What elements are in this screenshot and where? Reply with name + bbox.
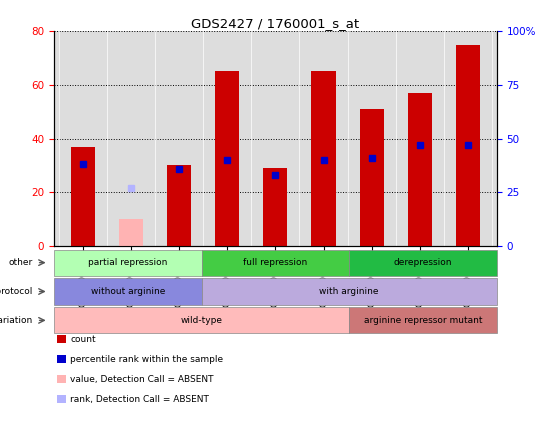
Text: growth protocol: growth protocol <box>0 287 32 296</box>
Bar <box>54 307 349 333</box>
Text: with arginine: with arginine <box>320 287 379 296</box>
Bar <box>57 375 66 383</box>
Text: wild-type: wild-type <box>180 316 222 325</box>
Bar <box>167 166 191 246</box>
Text: full repression: full repression <box>244 258 307 267</box>
Bar <box>71 147 95 246</box>
Bar <box>54 250 201 276</box>
Bar <box>57 355 66 363</box>
Text: value, Detection Call = ABSENT: value, Detection Call = ABSENT <box>70 375 214 384</box>
Text: rank, Detection Call = ABSENT: rank, Detection Call = ABSENT <box>70 395 209 404</box>
Bar <box>201 250 349 276</box>
Text: arginine repressor mutant: arginine repressor mutant <box>364 316 482 325</box>
Bar <box>201 278 497 305</box>
Bar <box>57 395 66 403</box>
Bar <box>408 93 432 246</box>
Text: count: count <box>70 335 96 344</box>
Title: GDS2427 / 1760001_s_at: GDS2427 / 1760001_s_at <box>191 17 360 30</box>
Text: derepression: derepression <box>394 258 453 267</box>
Text: percentile rank within the sample: percentile rank within the sample <box>70 355 224 364</box>
Text: without arginine: without arginine <box>91 287 165 296</box>
Bar <box>349 307 497 333</box>
Bar <box>264 168 287 246</box>
Bar <box>215 71 239 246</box>
Text: genotype/variation: genotype/variation <box>0 316 32 325</box>
Text: other: other <box>8 258 32 267</box>
Bar <box>57 335 66 343</box>
Bar <box>456 44 480 246</box>
Bar <box>119 219 143 246</box>
Text: partial repression: partial repression <box>88 258 167 267</box>
Bar <box>360 109 384 246</box>
Bar <box>54 278 201 305</box>
Bar <box>312 71 335 246</box>
Bar <box>349 250 497 276</box>
